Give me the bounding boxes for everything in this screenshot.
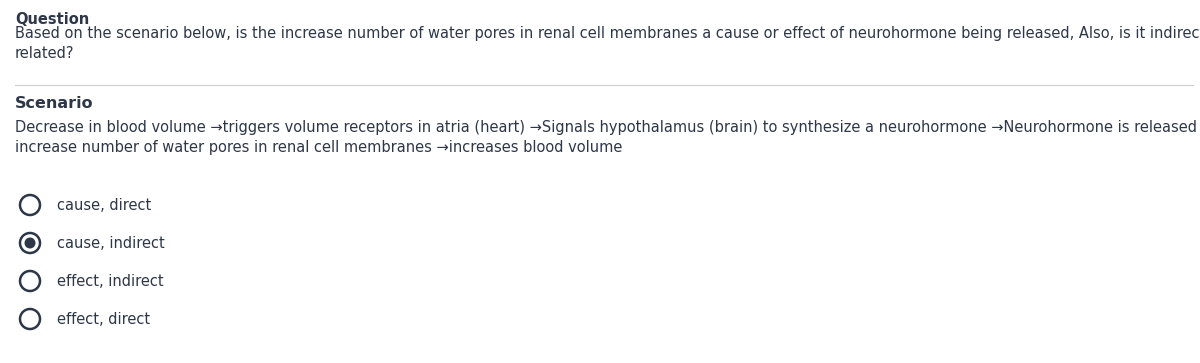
Text: Question: Question [14,12,89,27]
Text: effect, direct: effect, direct [58,311,150,326]
Text: Based on the scenario below, is the increase number of water pores in renal cell: Based on the scenario below, is the incr… [14,26,1200,61]
Text: Scenario: Scenario [14,96,94,111]
Text: cause, direct: cause, direct [58,197,151,212]
Text: effect, indirect: effect, indirect [58,273,163,289]
Text: Decrease in blood volume →triggers volume receptors in atria (heart) →Signals hy: Decrease in blood volume →triggers volum… [14,120,1200,155]
Text: cause, indirect: cause, indirect [58,236,164,250]
